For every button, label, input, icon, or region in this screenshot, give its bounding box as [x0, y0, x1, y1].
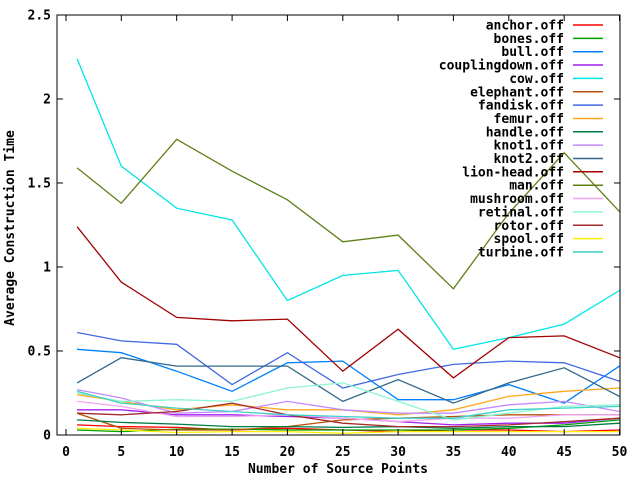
legend-item-turbine.off: turbine.off: [478, 245, 603, 260]
legend-label: cow.off: [509, 72, 564, 87]
series-line-turbine.off: [76, 390, 620, 419]
series-line-cow.off: [76, 58, 620, 351]
series-line-knot2.off: [76, 357, 620, 404]
legend-label: anchor.off: [486, 19, 564, 34]
series-line-elephant.off: [76, 412, 620, 431]
legend-label: turbine.off: [478, 245, 564, 260]
x-tick-label: 40: [501, 445, 517, 460]
x-tick-label: 45: [556, 445, 572, 460]
x-tick-label: 10: [169, 445, 185, 460]
y-axis-title: Average Construction Time: [3, 130, 18, 326]
series-line-retinal.off: [76, 382, 620, 421]
axes-layer: [56, 14, 621, 436]
legend-label: femur.off: [494, 112, 564, 127]
legend-item-elephant.off: elephant.off: [470, 85, 603, 100]
series-layer: [76, 58, 620, 434]
legend-label: mushroom.off: [470, 192, 564, 207]
legend-label: lion-head.off: [462, 165, 564, 180]
legend-item-spool.off: spool.off: [494, 232, 603, 247]
y-tick-label: 0: [43, 429, 51, 444]
x-tick-label: 5: [117, 445, 125, 460]
x-axis-title: Number of Source Points: [248, 462, 428, 477]
x-tick-label: 30: [390, 445, 406, 460]
y-tick-label: 2: [43, 93, 51, 108]
legend-label: bones.off: [494, 32, 564, 47]
series-line-handle.off: [77, 419, 620, 429]
x-tick-label: 20: [280, 445, 296, 460]
legend-label: elephant.off: [470, 85, 564, 100]
legend-item-rotor.off: rotor.off: [494, 219, 603, 234]
legend-label: rotor.off: [494, 219, 564, 234]
legend-label: knot2.off: [494, 152, 564, 167]
tick-label-layer: 0 5 10 15 20 25 30 35 40 45 50 0 0.5 1 1.5 2 2.5: [28, 9, 628, 461]
legend: anchor.offbones.offbull.offcouplingdown.…: [439, 19, 603, 260]
legend-item-knot2.off: knot2.off: [494, 152, 603, 167]
legend-item-man.off: man.off: [509, 179, 603, 194]
legend-label: spool.off: [494, 232, 564, 247]
series-line-bull.off: [77, 348, 620, 404]
x-tick-label: 50: [612, 445, 628, 460]
legend-item-mushroom.off: mushroom.off: [470, 192, 603, 207]
legend-item-bull.off: bull.off: [501, 45, 603, 60]
legend-item-retinal.off: retinal.off: [478, 205, 603, 220]
legend-label: handle.off: [486, 125, 564, 140]
series-line-rotor.off: [77, 402, 620, 428]
legend-item-cow.off: cow.off: [509, 72, 603, 87]
y-tick-label: 1: [43, 261, 51, 276]
legend-item-fandisk.off: fandisk.off: [478, 99, 603, 114]
legend-item-lion-head.off: lion-head.off: [462, 165, 603, 180]
legend-item-anchor.off: anchor.off: [486, 19, 603, 34]
legend-label: man.off: [509, 179, 564, 194]
x-tick-label: 0: [62, 445, 70, 460]
plot-border: [56, 14, 621, 436]
legend-label: knot1.off: [494, 139, 564, 154]
legend-label: retinal.off: [478, 205, 564, 220]
legend-label: bull.off: [501, 45, 564, 60]
legend-label: couplingdown.off: [439, 59, 564, 74]
legend-item-bones.off: bones.off: [494, 32, 603, 47]
y-tick-label: 0.5: [28, 345, 51, 360]
legend-item-femur.off: femur.off: [494, 112, 603, 127]
series-line-knot1.off: [76, 388, 620, 414]
legend-item-handle.off: handle.off: [486, 125, 603, 140]
x-tick-label: 35: [446, 445, 462, 460]
legend-item-couplingdown.off: couplingdown.off: [439, 59, 603, 74]
y-tick-label: 2.5: [28, 9, 51, 24]
series-line-lion-head.off: [76, 226, 620, 379]
series-line-fandisk.off: [76, 331, 620, 389]
y-tick-label: 1.5: [28, 177, 51, 192]
series-line-mushroom.off: [77, 400, 620, 423]
x-tick-label: 25: [335, 445, 351, 460]
x-tick-label: 15: [224, 445, 240, 460]
legend-label: fandisk.off: [478, 99, 564, 114]
series-line-man.off: [76, 138, 620, 290]
legend-item-knot1.off: knot1.off: [494, 139, 603, 154]
